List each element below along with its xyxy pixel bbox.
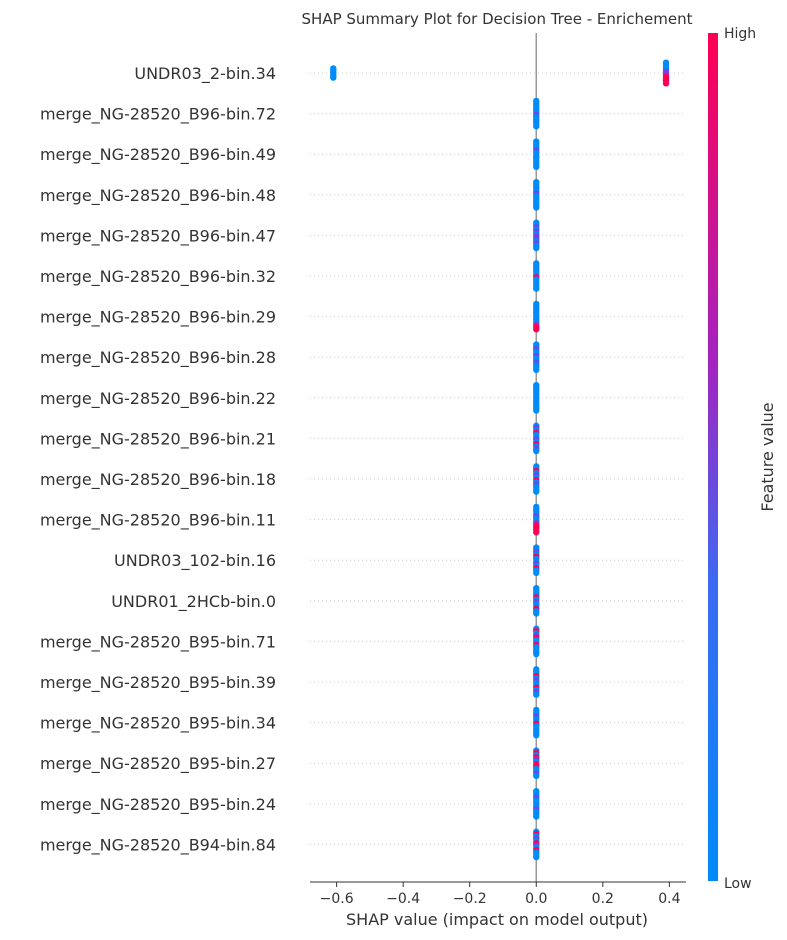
shap-point <box>533 569 540 577</box>
feature-labels: UNDR03_2-bin.34 merge_NG-28520_B96-bin.72… <box>40 64 276 855</box>
shap-point <box>533 204 540 211</box>
shap-point <box>533 529 540 536</box>
feature-label: UNDR03_2-bin.34 <box>134 64 276 84</box>
colorbar-low-label: Low <box>724 876 752 892</box>
x-tick-label: −0.6 <box>320 891 354 907</box>
shap-point <box>533 691 540 698</box>
shap-point <box>533 853 540 861</box>
shap-point <box>533 488 540 495</box>
shap-point <box>533 366 540 374</box>
feature-label: merge_NG-28520_B96-bin.21 <box>40 429 276 449</box>
feature-label: merge_NG-28520_B96-bin.72 <box>40 105 276 125</box>
feature-label: merge_NG-28520_B96-bin.29 <box>40 308 276 328</box>
feature-label: UNDR01_2HCb-bin.0 <box>111 592 276 612</box>
scatter-points <box>330 59 670 861</box>
feature-grid-lines <box>310 72 686 845</box>
shap-point <box>533 123 540 130</box>
colorbar <box>708 33 718 881</box>
colorbar-high-label: High <box>724 26 756 42</box>
shap-point <box>533 447 540 455</box>
chart-title: SHAP Summary Plot for Decision Tree - En… <box>302 10 693 28</box>
feature-label: merge_NG-28520_B95-bin.24 <box>40 795 276 815</box>
feature-label: merge_NG-28520_B96-bin.49 <box>40 145 276 165</box>
feature-label: merge_NG-28520_B95-bin.71 <box>40 632 276 652</box>
x-axis-label: SHAP value (impact on model output) <box>346 910 648 929</box>
shap-point <box>662 80 670 87</box>
feature-label: merge_NG-28520_B96-bin.47 <box>40 226 276 246</box>
x-tick-label: 0.2 <box>592 891 614 907</box>
x-tick-label: 0.4 <box>658 891 680 907</box>
feature-label: UNDR03_102-bin.16 <box>114 551 276 571</box>
feature-label: merge_NG-28520_B96-bin.32 <box>40 267 276 287</box>
feature-label: merge_NG-28520_B95-bin.39 <box>40 673 276 693</box>
shap-point <box>330 74 337 81</box>
shap-point <box>533 650 540 658</box>
x-tick-label: −0.4 <box>386 891 420 907</box>
shap-point <box>533 163 540 171</box>
x-tick-label: −0.2 <box>453 891 487 907</box>
shap-point <box>533 732 540 739</box>
x-axis: −0.6 −0.4 −0.2 0.0 0.2 0.4 <box>310 881 686 907</box>
feature-label: merge_NG-28520_B96-bin.18 <box>40 470 276 490</box>
x-tick-label: 0.0 <box>525 891 547 907</box>
feature-label: merge_NG-28520_B95-bin.34 <box>40 714 276 734</box>
shap-point <box>533 285 540 292</box>
colorbar-title: Feature value <box>758 402 777 511</box>
feature-label: merge_NG-28520_B96-bin.28 <box>40 348 276 368</box>
shap-point <box>533 244 540 252</box>
feature-label: merge_NG-28520_B94-bin.84 <box>40 835 276 855</box>
feature-label: merge_NG-28520_B96-bin.48 <box>40 186 276 206</box>
shap-point <box>533 610 540 617</box>
shap-point <box>533 813 540 820</box>
feature-label: merge_NG-28520_B95-bin.27 <box>40 754 276 774</box>
shap-point <box>533 407 540 414</box>
shap-point <box>533 326 540 333</box>
shap-point <box>533 772 540 780</box>
feature-label: merge_NG-28520_B96-bin.11 <box>40 511 276 531</box>
feature-label: merge_NG-28520_B96-bin.22 <box>40 389 276 409</box>
